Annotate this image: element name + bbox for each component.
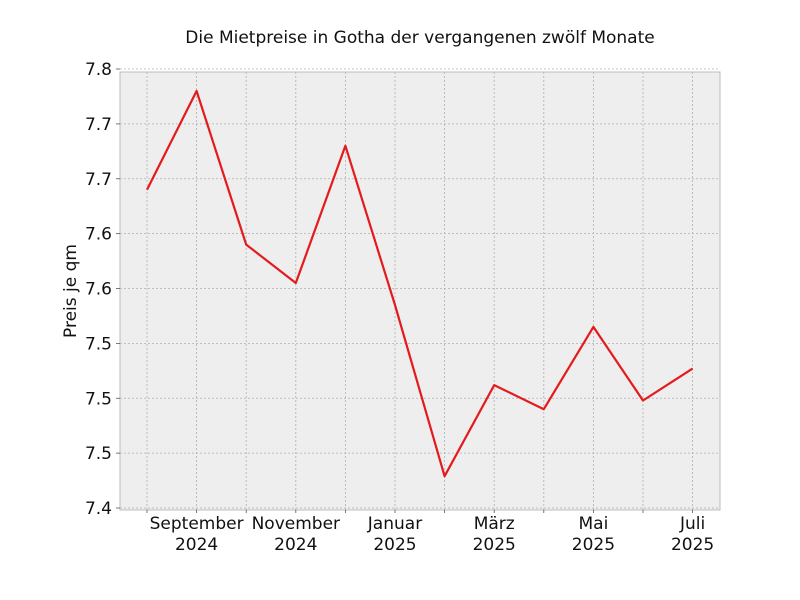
y-tick-label: 7.5 xyxy=(85,334,112,354)
x-tick-label-month: Juli xyxy=(679,514,705,534)
x-tick-label-month: März xyxy=(474,514,515,534)
grid-layer xyxy=(120,68,720,510)
y-tick-label: 7.6 xyxy=(85,280,112,300)
y-tick-label: 7.7 xyxy=(85,170,112,190)
series-layer xyxy=(146,89,694,478)
plot-area xyxy=(120,72,720,510)
x-tick-label-month: November xyxy=(252,514,340,534)
x-tick-label-year: 2025 xyxy=(572,535,615,555)
x-tick-label-year: 2025 xyxy=(671,535,714,555)
x-tick-label-year: 2025 xyxy=(473,535,516,555)
x-tick-label-month: Mai xyxy=(578,514,608,534)
ticks-layer: 7.47.57.57.57.67.67.77.77.8September2024… xyxy=(85,60,714,555)
plot-frame xyxy=(119,71,721,511)
x-tick-label-year: 2024 xyxy=(175,535,218,555)
x-tick-label-year: 2025 xyxy=(373,535,416,555)
y-tick-label: 7.8 xyxy=(85,60,112,80)
y-tick-label: 7.7 xyxy=(85,115,112,135)
y-tick-label: 7.4 xyxy=(85,499,112,519)
y-tick-label: 7.6 xyxy=(85,225,112,245)
y-tick-label: 7.5 xyxy=(85,444,112,464)
y-tick-label: 7.5 xyxy=(85,389,112,409)
chart-title: Die Mietpreise in Gotha der vergangenen … xyxy=(185,28,654,48)
x-tick-label-month: September xyxy=(150,514,244,534)
x-tick-label-year: 2024 xyxy=(274,535,317,555)
series-line xyxy=(146,89,694,478)
y-axis-label: Preis je qm xyxy=(61,244,81,338)
x-tick-label-month: Januar xyxy=(367,514,422,534)
